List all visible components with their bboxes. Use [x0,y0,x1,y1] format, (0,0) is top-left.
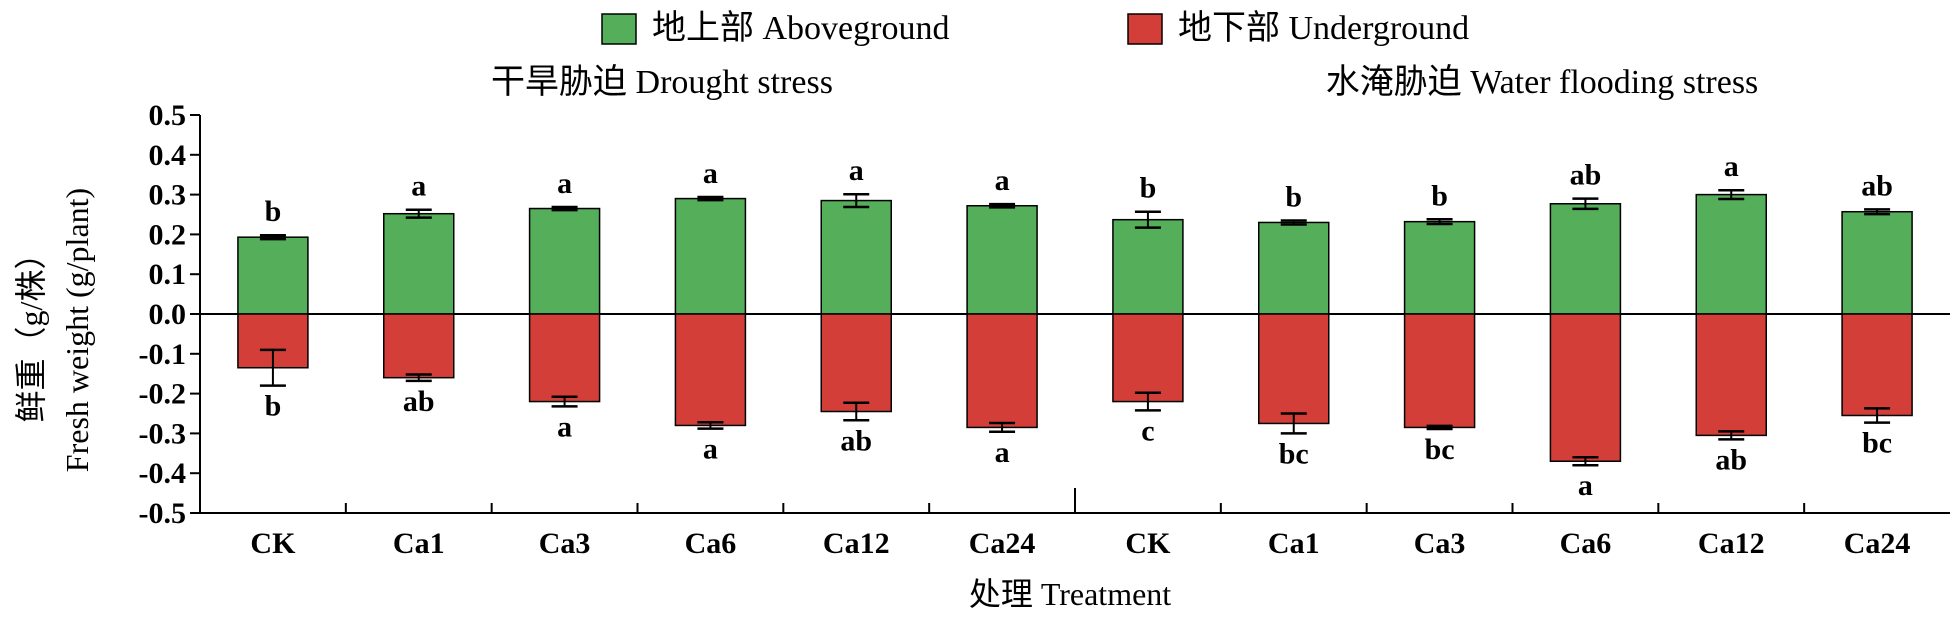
bar-underground [966,313,1038,429]
significance-label-underground: a [703,433,718,466]
significance-label-underground: a [995,436,1010,469]
bar-underground [528,313,601,403]
legend-label-underground: 地下部 Underground [1178,9,1469,47]
legend: 地上部 Aboveground 地下部 Underground [601,9,1469,47]
y-tick-label: -0.5 [139,497,187,530]
significance-label-aboveground: b [1140,172,1157,205]
error-bars [259,188,1891,467]
significance-label-aboveground: a [411,170,426,203]
bar-aboveground [674,197,747,315]
bar-aboveground [1403,220,1476,315]
significance-label-aboveground: b [1431,179,1448,212]
y-tick-label: 0.3 [149,179,187,212]
x-category-label: Ca1 [393,527,445,560]
significance-label-aboveground: a [995,164,1010,197]
bar-aboveground [820,199,892,315]
significance-label-underground: a [1578,469,1593,502]
bar-aboveground [383,212,455,315]
y-axis-title-en: Fresh weight (g/plant) [59,188,95,472]
y-tick-label: 0.0 [149,298,187,331]
y-tick-label: -0.3 [139,417,187,450]
bar-underground [674,313,747,427]
significance-label-underground: ab [1715,443,1747,476]
y-tick-label: 0.1 [149,258,187,291]
legend-label-aboveground: 地上部 Aboveground [652,9,949,47]
x-axis-title: 处理 Treatment [969,576,1171,612]
bar-aboveground [966,204,1038,315]
bar-aboveground [1112,218,1184,315]
bar-underground [820,313,892,413]
significance-label-underground: bc [1862,427,1892,460]
bar-underground [1695,313,1767,437]
y-tick-label: 0.4 [149,139,187,172]
x-category-label: CK [1125,527,1171,560]
y-axis-title-cn: 鲜重（g/株） [13,238,49,423]
significance-label-aboveground: a [1724,150,1739,183]
significance-label-underground: c [1141,414,1154,447]
group-title-flooding: 水淹胁迫 Water flooding stress [1326,63,1759,101]
significance-label-aboveground: a [849,154,864,187]
y-tick-label: -0.1 [139,338,187,371]
bar-aboveground [1695,193,1767,315]
significance-label-aboveground: a [557,167,572,200]
axes: 0.5 0.4 0.3 0.2 0.1 0.0 -0.1 -0.2 -0.3 -0.4 -0.5 CK… [139,99,1950,560]
y-tick-label: -0.2 [139,378,187,411]
bar-aboveground [1549,203,1622,315]
y-tick-label: -0.4 [139,457,187,490]
significance-label-aboveground: a [703,157,718,190]
group-title-drought: 干旱胁迫 Drought stress [491,63,833,101]
x-category-label: Ca24 [1844,527,1911,560]
bar-aboveground [237,236,309,315]
bar-underground [1549,313,1622,463]
y-tick-label: 0.5 [149,99,187,132]
bar-aboveground [1258,221,1330,315]
legend-swatch-underground [1127,13,1163,45]
x-category-label: Ca3 [1414,527,1466,560]
bar-underground [1403,313,1476,429]
bars [237,193,1913,463]
x-category-label: CK [250,527,296,560]
bar-aboveground [528,207,601,315]
x-category-label: Ca1 [1268,527,1320,560]
bar-underground [1841,313,1913,417]
bar-aboveground [1841,210,1913,315]
significance-label-underground: b [265,390,282,423]
significance-label-aboveground: ab [1570,159,1602,192]
x-category-label: Ca6 [1560,527,1612,560]
x-category-label: Ca12 [823,527,890,560]
y-tick-label: 0.2 [149,218,187,251]
x-category-label: Ca24 [969,527,1036,560]
legend-swatch-aboveground [601,13,637,45]
x-category-label: Ca6 [685,527,737,560]
bar-underground [383,313,455,379]
significance-label-aboveground: b [1285,180,1302,213]
significance-label-underground: bc [1279,437,1309,470]
significance-label-underground: ab [840,424,872,457]
significance-label-underground: bc [1425,433,1455,466]
x-category-label: Ca12 [1698,527,1765,560]
x-category-label: Ca3 [539,527,591,560]
bar-underground [1112,313,1184,403]
significance-label-aboveground: b [265,195,282,228]
significance-label-underground: ab [403,385,435,418]
bar-underground [1258,313,1330,425]
significance-label-aboveground: ab [1861,169,1893,202]
significance-label-underground: a [557,410,572,443]
